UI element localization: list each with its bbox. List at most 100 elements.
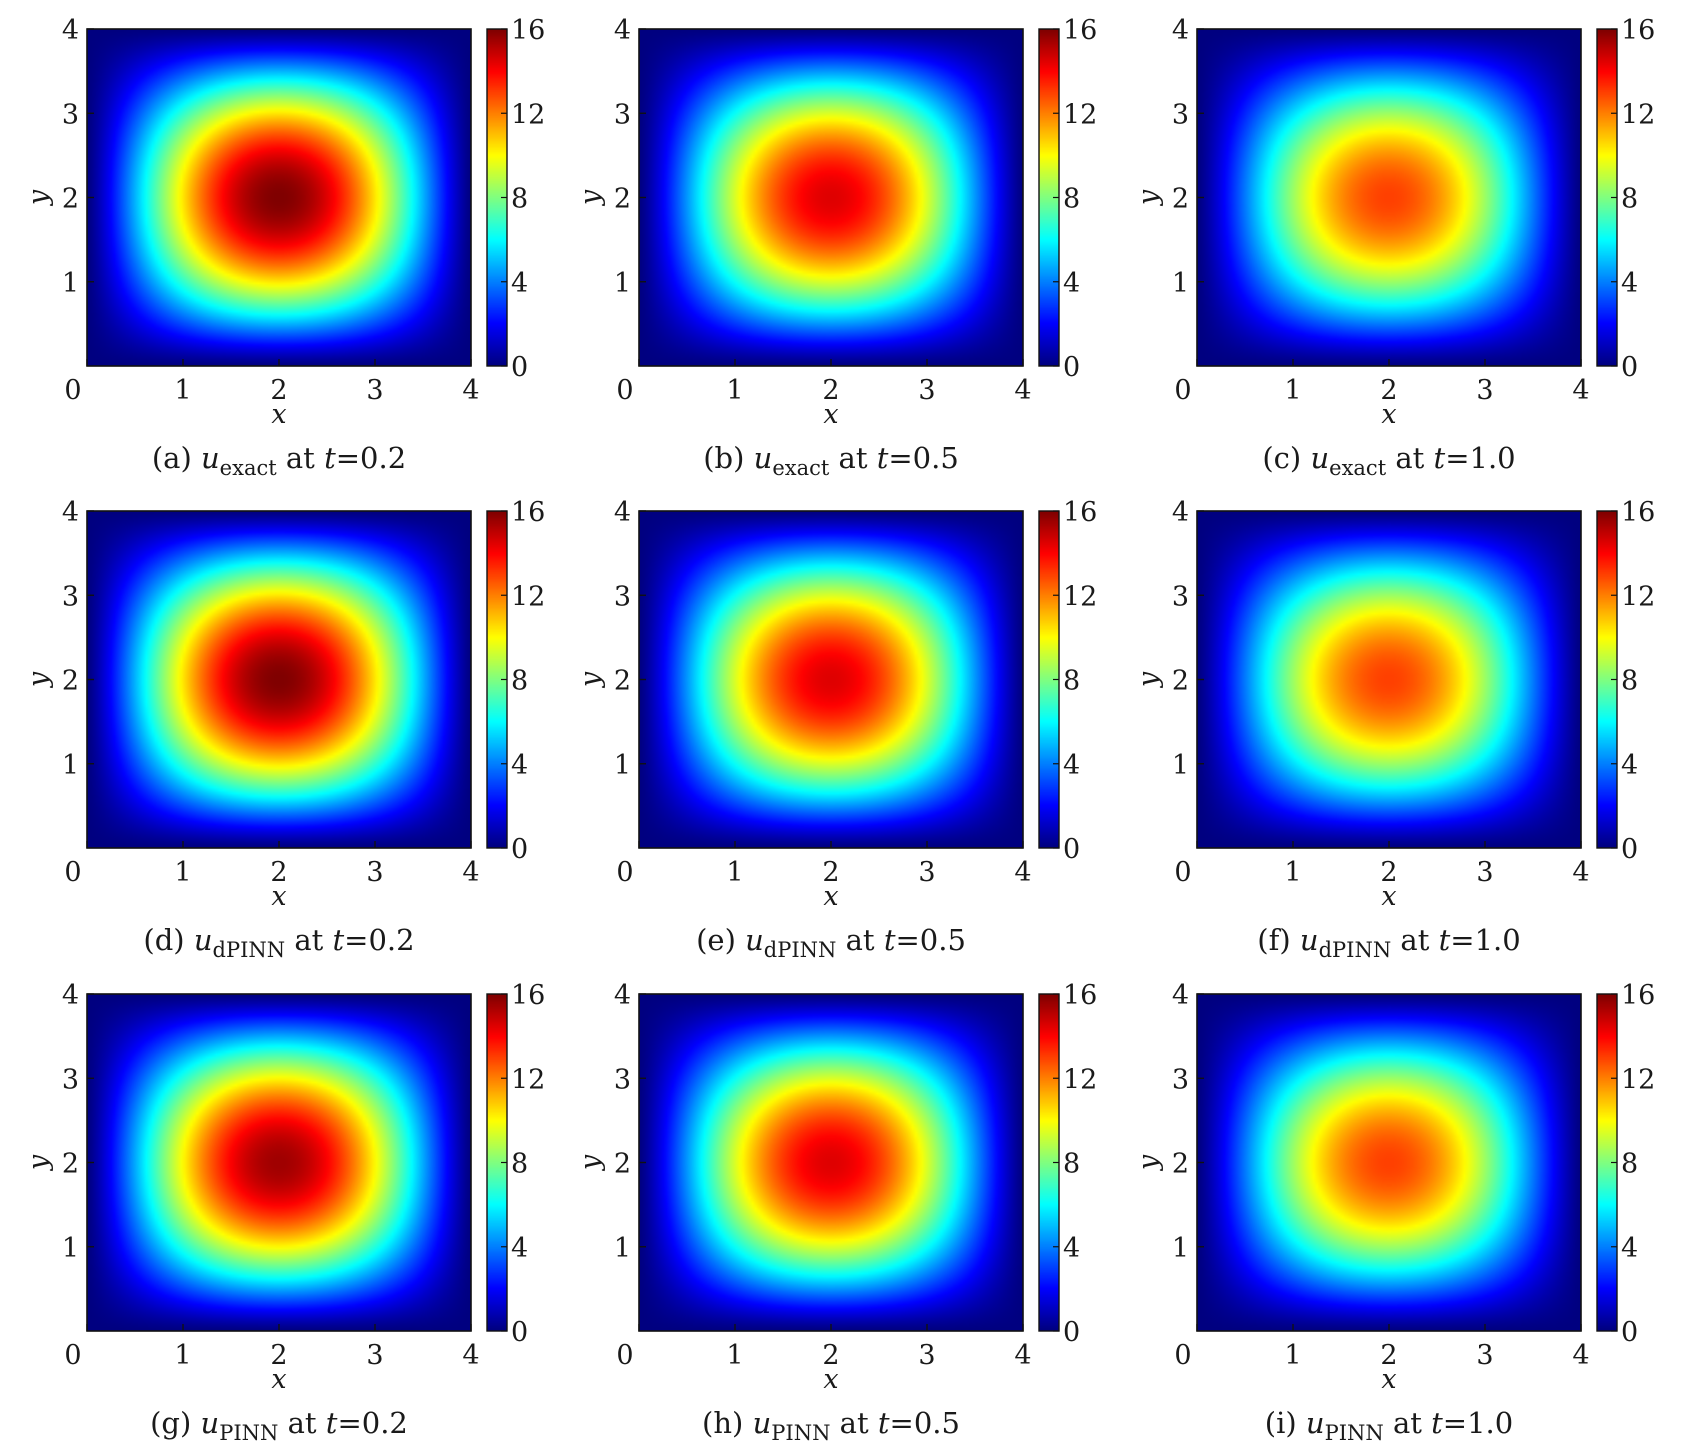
y-axis-label: y bbox=[23, 1154, 54, 1171]
y-tick-label: 3 bbox=[614, 1064, 631, 1095]
panel-caption: (f) udPINN at t=1.0 bbox=[1257, 923, 1520, 962]
caption-time-value: 1.0 bbox=[1470, 441, 1516, 475]
x-tick-label: 0 bbox=[1174, 857, 1191, 888]
caption-subscript: exact bbox=[1329, 456, 1387, 480]
x-axis-label: x bbox=[823, 881, 838, 912]
x-tick-label: 0 bbox=[64, 375, 81, 406]
x-tick-label: 1 bbox=[1284, 375, 1301, 406]
colorbar-tick-label: 12 bbox=[1063, 1064, 1097, 1095]
colorbar-tick-label: 4 bbox=[1621, 750, 1638, 781]
caption-at: at bbox=[285, 923, 332, 957]
heatmap-image bbox=[87, 511, 471, 848]
caption-at: at bbox=[836, 923, 883, 957]
y-tick-label: 1 bbox=[614, 268, 631, 299]
y-tick-label: 2 bbox=[62, 184, 79, 215]
x-tick-label: 4 bbox=[1014, 1340, 1031, 1371]
heatmap-image bbox=[87, 29, 471, 366]
heatmap-image bbox=[87, 994, 471, 1331]
caption-label: (b) bbox=[703, 441, 753, 475]
caption-variable: u bbox=[754, 441, 773, 475]
caption-label: (e) bbox=[696, 923, 745, 957]
y-tick-label: 2 bbox=[1172, 666, 1189, 697]
y-tick-label: 2 bbox=[62, 666, 79, 697]
y-axis-label: y bbox=[1133, 189, 1164, 206]
panel-caption: (g) uPINN at t=0.2 bbox=[150, 1406, 408, 1445]
y-tick-label: 1 bbox=[62, 1233, 79, 1264]
colorbar-tick-label: 4 bbox=[511, 750, 528, 781]
colorbar-tick-label: 16 bbox=[511, 980, 545, 1011]
x-axis-label: x bbox=[1381, 1364, 1396, 1395]
colorbar-tick-label: 0 bbox=[1063, 352, 1080, 383]
panel-caption: (c) uexact at t=1.0 bbox=[1262, 441, 1515, 480]
caption-variable: u bbox=[753, 1406, 772, 1440]
colorbar-tick-label: 8 bbox=[1621, 666, 1638, 697]
caption-variable: u bbox=[1310, 441, 1329, 475]
heatmap-image bbox=[1197, 29, 1581, 366]
colorbar-tick-label: 16 bbox=[1063, 497, 1097, 528]
caption-at: at bbox=[830, 1406, 877, 1440]
caption-time-value: 0.2 bbox=[362, 1406, 408, 1440]
x-tick-label: 2 bbox=[270, 375, 287, 406]
caption-variable: u bbox=[194, 923, 213, 957]
caption-equals: = bbox=[336, 441, 360, 475]
panel-caption: (a) uexact at t=0.2 bbox=[152, 441, 406, 480]
panel-caption: (h) uPINN at t=0.5 bbox=[702, 1406, 960, 1445]
colorbar-tick-label: 16 bbox=[1063, 15, 1097, 46]
x-tick-label: 3 bbox=[1476, 375, 1493, 406]
caption-at: at bbox=[1384, 1406, 1431, 1440]
y-axis-label: y bbox=[575, 1154, 606, 1171]
caption-time-value: 1.0 bbox=[1467, 1406, 1513, 1440]
colorbar-tick-label: 4 bbox=[1063, 750, 1080, 781]
x-tick-label: 4 bbox=[1572, 857, 1589, 888]
heatmap-image bbox=[1197, 511, 1581, 848]
x-tick-label: 1 bbox=[726, 375, 743, 406]
y-tick-label: 2 bbox=[614, 1149, 631, 1180]
caption-subscript: dPINN bbox=[213, 938, 286, 962]
colorbar-tick-label: 12 bbox=[511, 581, 545, 612]
x-tick-label: 3 bbox=[918, 857, 935, 888]
caption-label: (i) bbox=[1265, 1406, 1306, 1440]
caption-label: (g) bbox=[150, 1406, 200, 1440]
y-tick-label: 1 bbox=[62, 750, 79, 781]
y-tick-label: 2 bbox=[1172, 184, 1189, 215]
x-axis-label: x bbox=[823, 399, 838, 430]
y-tick-label: 4 bbox=[62, 497, 79, 528]
colorbar-tick-label: 12 bbox=[1621, 581, 1655, 612]
x-tick-label: 2 bbox=[822, 375, 839, 406]
x-tick-label: 2 bbox=[1380, 857, 1397, 888]
x-tick-label: 4 bbox=[1014, 857, 1031, 888]
colorbar-tick-label: 12 bbox=[1063, 581, 1097, 612]
caption-label: (a) bbox=[152, 441, 201, 475]
caption-variable: u bbox=[745, 923, 764, 957]
colorbar-tick-label: 16 bbox=[511, 15, 545, 46]
colorbar-tick-label: 12 bbox=[1621, 99, 1655, 130]
colorbar-tick-label: 16 bbox=[1621, 15, 1655, 46]
panel-caption: (d) udPINN at t=0.2 bbox=[143, 923, 414, 962]
caption-time-value: 0.2 bbox=[360, 441, 406, 475]
x-tick-label: 2 bbox=[270, 1340, 287, 1371]
colorbar-tick-label: 0 bbox=[1063, 834, 1080, 865]
y-tick-label: 2 bbox=[62, 1149, 79, 1180]
colorbar-tick-label: 8 bbox=[1063, 1149, 1080, 1180]
caption-time-variable: t bbox=[326, 1406, 338, 1440]
caption-time-value: 0.5 bbox=[913, 441, 959, 475]
x-tick-label: 2 bbox=[822, 857, 839, 888]
caption-time-variable: t bbox=[884, 923, 896, 957]
y-tick-label: 3 bbox=[1172, 99, 1189, 130]
x-tick-label: 4 bbox=[1572, 375, 1589, 406]
caption-time-variable: t bbox=[1439, 923, 1451, 957]
x-tick-label: 4 bbox=[462, 857, 479, 888]
caption-subscript: exact bbox=[220, 456, 278, 480]
colorbar-tick-label: 8 bbox=[1621, 184, 1638, 215]
x-tick-label: 0 bbox=[1174, 375, 1191, 406]
caption-time-variable: t bbox=[877, 441, 889, 475]
colorbar-tick-label: 12 bbox=[1063, 99, 1097, 130]
y-tick-label: 3 bbox=[1172, 1064, 1189, 1095]
panel-caption: (i) uPINN at t=1.0 bbox=[1265, 1406, 1513, 1445]
